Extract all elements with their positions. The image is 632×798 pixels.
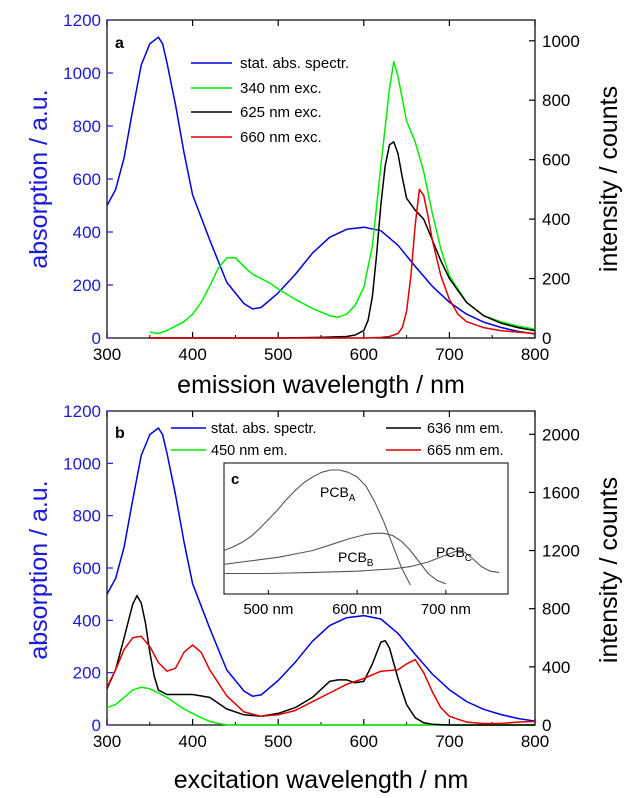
y-tick-label-right-a: 200 <box>542 270 570 289</box>
inset-ticks-c: 500 nm 600 nm 700 nm <box>243 590 471 618</box>
x-tick-label-a: 400 <box>178 345 206 364</box>
x-tick-label-b: 300 <box>93 732 121 751</box>
y-tick-label-right-b: 1200 <box>542 542 580 561</box>
legend-b-label-abs: stat. abs. spectr. <box>211 421 317 437</box>
panel-label-c: c <box>231 471 239 488</box>
x-tick-label-a: 600 <box>350 345 378 364</box>
y-tick-label-left-b: 200 <box>73 664 101 683</box>
y-axis-title-left-b: absorption / a.u. <box>25 480 53 659</box>
x-tick-label-a: 500 <box>264 345 292 364</box>
y-tick-label-left-a: 1000 <box>63 64 101 83</box>
y-tick-label-right-b: 0 <box>542 716 551 735</box>
y-tick-label-left-b: 1200 <box>63 402 101 421</box>
panel-label-a: a <box>115 35 124 52</box>
y-tick-label-right-b: 400 <box>542 658 570 677</box>
y-axis-title-right-a: intensity / counts <box>595 86 623 272</box>
inset-x-tick-label: 600 nm <box>332 601 382 618</box>
x-tick-label-a: 700 <box>435 345 463 364</box>
y-tick-label-right-a: 600 <box>542 151 570 170</box>
y-tick-label-left-a: 600 <box>73 170 101 189</box>
series-lines-b <box>106 427 536 726</box>
inset-c: c 500 nm 600 nm 700 nm PCBA PCBB PCBC <box>223 462 509 618</box>
x-tick-label-b: 700 <box>435 732 463 751</box>
y-tick-label-left-b: 800 <box>73 507 101 526</box>
legend-a-label-340: 340 nm exc. <box>240 80 322 97</box>
axis-ticks-a: 300 400 500 600 700 8000200400600800100012000… <box>63 11 580 364</box>
y-tick-label-left-a: 0 <box>92 329 101 348</box>
panel-b: 300 400 500 600 700 8000200400600800100012000… <box>25 402 623 794</box>
y-axis-title-left-a: absorption / a.u. <box>25 89 53 268</box>
x-tick-label-b: 600 <box>350 732 378 751</box>
inset-x-tick-label: 700 nm <box>421 601 471 618</box>
axis-ticks-b: 300 400 500 600 700 8000200400600800100012000… <box>63 402 580 751</box>
legend-a-label-abs: stat. abs. spectr. <box>240 55 349 72</box>
y-tick-label-right-b: 1600 <box>542 483 580 502</box>
inset-frame-c <box>223 462 509 595</box>
y-tick-label-right-a: 1000 <box>542 32 580 51</box>
x-tick-label-b: 400 <box>178 732 206 751</box>
y-tick-label-left-b: 0 <box>92 716 101 735</box>
series-line-b-2 <box>106 594 535 726</box>
inset-label-pcb-a: PCBA <box>320 484 356 504</box>
x-tick-label-b: 800 <box>521 732 549 751</box>
series-line-a-2 <box>149 141 536 339</box>
x-axis-title-b: excitation wavelength / nm <box>174 766 469 794</box>
series-line-a-0 <box>106 36 536 335</box>
series-line-a-1 <box>149 60 536 335</box>
y-tick-label-left-b: 1000 <box>63 454 101 473</box>
inset-label-pcb-c: PCBC <box>436 544 472 564</box>
series-line-b-3 <box>106 635 536 725</box>
inset-line-0 <box>223 469 411 586</box>
x-tick-label-b: 500 <box>264 732 292 751</box>
panel-a: 300 400 500 600 700 8000200400600800100012000… <box>25 11 623 399</box>
legend-b-label-665: 665 nm em. <box>427 443 504 459</box>
legend-a: stat. abs. spectr. 340 nm exc. 625 nm ex… <box>191 55 349 146</box>
series-lines-a <box>106 36 536 339</box>
series-line-b-0 <box>106 427 536 722</box>
y-tick-label-left-b: 600 <box>73 559 101 578</box>
y-tick-label-right-a: 0 <box>542 329 551 348</box>
y-tick-label-left-a: 1200 <box>63 11 101 30</box>
inset-line-2 <box>224 549 500 575</box>
x-tick-label-a: 800 <box>521 345 549 364</box>
y-tick-label-left-a: 800 <box>73 117 101 136</box>
legend-a-label-625: 625 nm exc. <box>240 104 322 121</box>
x-tick-label-a: 300 <box>93 345 121 364</box>
y-axis-title-right-b: intensity / counts <box>595 477 623 663</box>
y-tick-label-right-a: 400 <box>542 210 570 229</box>
legend-b-label-636: 636 nm em. <box>427 421 504 437</box>
legend-b: stat. abs. spectr. 636 nm em. 450 nm em.… <box>171 421 504 459</box>
x-axis-title-a: emission wavelength / nm <box>177 371 465 399</box>
y-tick-label-right-b: 2000 <box>542 425 580 444</box>
series-line-a-3 <box>149 188 536 339</box>
legend-a-label-660: 660 nm exc. <box>240 129 322 146</box>
y-tick-label-left-b: 400 <box>73 611 101 630</box>
y-tick-label-right-b: 800 <box>542 600 570 619</box>
series-line-b-1 <box>106 686 535 726</box>
panel-label-b: b <box>115 425 125 442</box>
y-tick-label-right-a: 800 <box>542 91 570 110</box>
legend-b-label-450: 450 nm em. <box>211 443 288 459</box>
inset-lines-c <box>223 469 500 586</box>
inset-label-pcb-b: PCBB <box>338 549 374 569</box>
y-tick-label-left-a: 400 <box>73 223 101 242</box>
inset-x-tick-label: 500 nm <box>243 601 293 618</box>
y-tick-label-left-a: 200 <box>73 276 101 295</box>
